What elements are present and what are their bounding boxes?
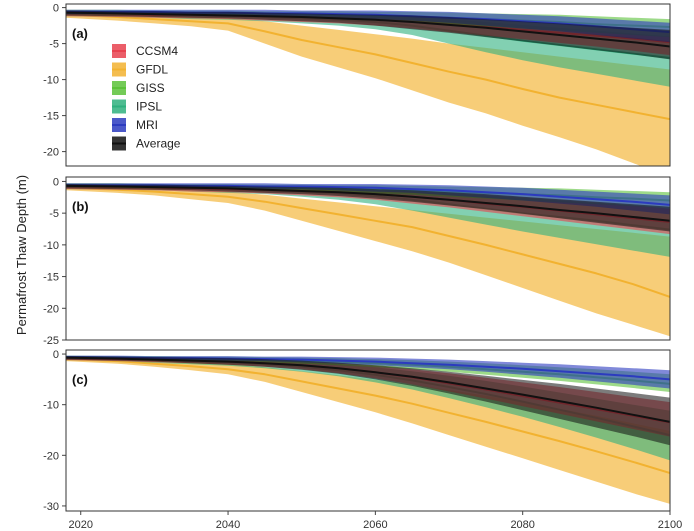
band-gfdl [66, 357, 670, 504]
y-tick-label: -20 [43, 303, 59, 315]
band-average [66, 10, 670, 60]
legend-item-ipsl: IPSL [112, 99, 162, 114]
band-average [66, 356, 670, 446]
plot-area [66, 355, 670, 504]
y-tick-label: -5 [49, 39, 59, 51]
y-tick-label: -10 [43, 75, 59, 87]
y-tick-label: -25 [43, 335, 59, 347]
panel-b: 0 -5 -10 -15 -20 -25 (b) [43, 176, 671, 347]
x-tick-label: 2060 [363, 519, 387, 531]
legend-label: MRI [136, 118, 158, 132]
legend-item-mri: MRI [112, 118, 158, 132]
line-gfdl [66, 358, 670, 474]
x-axis: 2020 2040 2060 2080 2100 [68, 511, 682, 531]
line-average [66, 11, 670, 48]
x-tick-label: 2080 [510, 519, 534, 531]
y-tick-label: -15 [43, 111, 59, 123]
y-tick-label: -10 [43, 240, 59, 252]
y-tick-label: -15 [43, 272, 59, 284]
y-tick-label: 0 [53, 349, 59, 361]
panel-label: (c) [72, 372, 88, 387]
line-average [66, 356, 670, 423]
legend-label: CCSM4 [136, 44, 178, 58]
band-mri [66, 9, 670, 43]
y-axis-label: Permafrost Thaw Depth (m) [14, 175, 29, 335]
legend-item-giss: GISS [112, 81, 165, 95]
y-tick-label: -30 [43, 501, 59, 513]
panel-border [65, 176, 671, 341]
panel-c: 0 -10 -20 -30 (c) [43, 349, 671, 513]
legend-label: GFDL [136, 63, 168, 77]
band-mri [66, 183, 670, 215]
legend: CCSM4 GFDL GISS IPSL MRI Average [112, 44, 181, 151]
panel-label: (b) [72, 199, 89, 214]
line-gfdl [66, 13, 670, 121]
panel-a: 0 -5 -10 -15 -20 (a) [43, 3, 671, 167]
x-tick-label: 2020 [68, 519, 92, 531]
plot-area [66, 183, 670, 337]
y-tick-label: 0 [53, 176, 59, 188]
legend-item-average: Average [112, 136, 181, 151]
legend-label: GISS [136, 81, 165, 95]
x-tick-label: 2040 [216, 519, 240, 531]
y-tick-label: -5 [49, 208, 59, 220]
y-tick-label: -20 [43, 450, 59, 462]
panel-border [65, 3, 671, 167]
band-gfdl [66, 11, 670, 166]
line-gfdl [66, 186, 670, 298]
legend-item-ccsm4: CCSM4 [112, 44, 178, 58]
y-tick-label: -10 [43, 400, 59, 412]
panel-border [65, 349, 671, 512]
panel-label: (a) [72, 26, 88, 41]
line-average [66, 184, 670, 222]
legend-label: Average [136, 137, 181, 151]
x-tick-label: 2100 [658, 519, 682, 531]
panels: 0 -5 -10 -15 -20 (a) 0 -5 -10 -15 -20 -25 (b) 0 -10 -20… [43, 3, 671, 513]
y-tick-label: -20 [43, 147, 59, 159]
plot-area [66, 9, 670, 166]
y-tick-label: 0 [53, 3, 59, 15]
legend-item-gfdl: GFDL [112, 62, 168, 77]
legend-label: IPSL [136, 100, 162, 114]
band-mri [66, 355, 670, 389]
